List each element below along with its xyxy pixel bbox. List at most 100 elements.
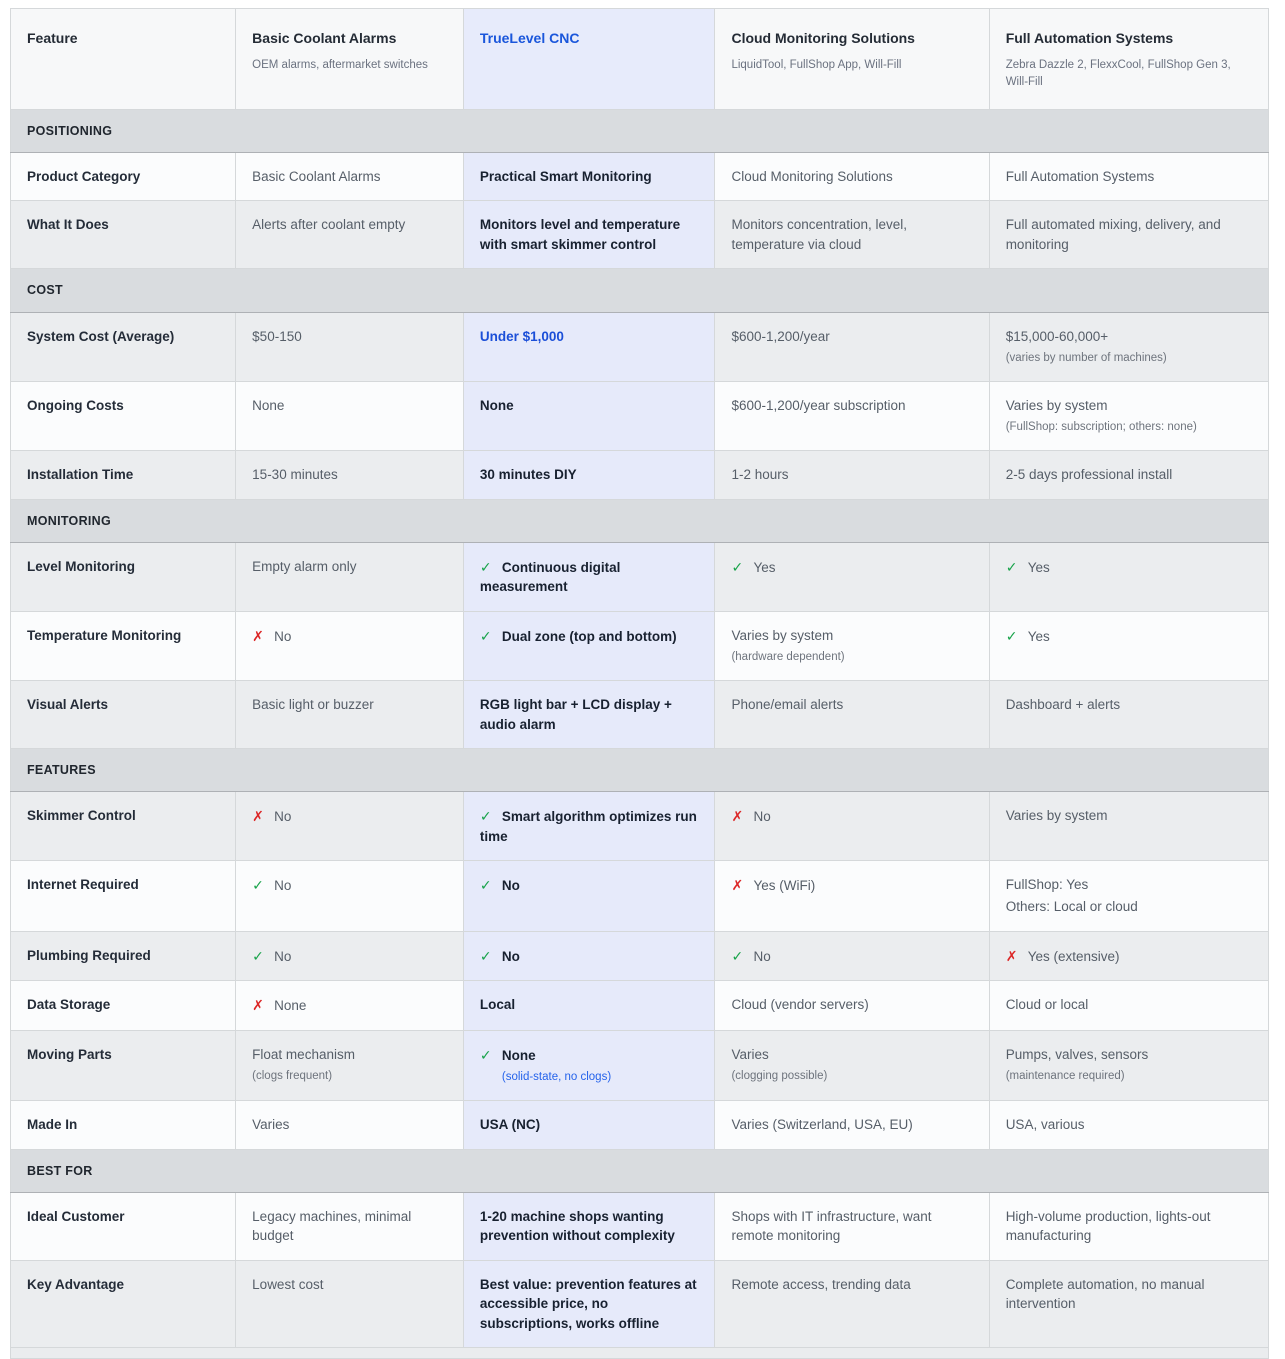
data-cell: ✓ No (235, 930, 464, 982)
feature-label: Made In (27, 1116, 78, 1132)
feature-label: Ideal Customer (27, 1208, 125, 1224)
data-cell: Best value: prevention features at acces… (462, 1259, 716, 1349)
cell-text: Pumps, valves, sensors (1005, 1046, 1149, 1062)
column-title: Feature (27, 30, 78, 46)
cell-text: Dual zone (top and bottom) (501, 628, 677, 644)
cell-text: Varies by system (731, 627, 834, 643)
table-body: POSITIONING Product Category Basic Coolant… (9, 108, 1270, 1359)
cross-icon: ✗ (1005, 947, 1018, 964)
table-row-level-monitoring: Level Monitoring Empty alarm only ✓ Continu… (9, 541, 1270, 612)
data-cell: ✓ None (solid-state, no clogs) (462, 1029, 716, 1101)
data-cell: ✗ No (714, 791, 990, 862)
cross-icon: ✗ (731, 877, 744, 894)
cell-text: No (274, 948, 292, 964)
feature-cell: Moving Parts (9, 1029, 237, 1101)
check-icon: ✓ (479, 1046, 492, 1063)
cell-text: None (479, 397, 514, 413)
data-cell: None (462, 380, 716, 452)
cell-text: 1-2 hours (731, 467, 789, 483)
cell-text: Under $1,000 (479, 328, 564, 344)
column-title: Cloud Monitoring Solutions (731, 30, 915, 46)
feature-label: What It Does (27, 217, 109, 233)
data-cell: ✓ Yes (988, 541, 1270, 612)
feature-label: Data Storage (27, 997, 111, 1013)
data-cell: USA (NC) (462, 1099, 716, 1150)
cell-text: $50-150 (252, 328, 302, 344)
cell-text: Lowest cost (252, 1276, 324, 1292)
data-cell: High-volume production, lights-out manuf… (988, 1191, 1270, 1261)
cell-text: Varies (731, 1046, 769, 1062)
check-icon: ✓ (479, 627, 492, 644)
cell-text: Remote access, trending data (731, 1276, 911, 1292)
check-icon: ✓ (252, 947, 264, 964)
cell-text: Continuous digital measurement (479, 559, 621, 595)
cell-text: Monitors level and temperature with smar… (479, 217, 681, 252)
table-row-data-storage: Data Storage ✗ None Local Cloud (vendor serv… (9, 980, 1270, 1031)
cell-text: No (753, 809, 771, 825)
data-cell: Varies by system (988, 791, 1270, 862)
cell-text: USA (NC) (479, 1116, 541, 1132)
feature-cell: Made In (9, 1099, 237, 1150)
check-icon: ✓ (1005, 627, 1018, 644)
feature-label: Ongoing Costs (27, 397, 124, 413)
feature-cell: Internet Required (9, 860, 237, 932)
data-cell: ✗ No (235, 791, 464, 862)
feature-label: Visual Alerts (27, 697, 109, 713)
cell-text: Cloud or local (1005, 997, 1089, 1013)
data-cell: ✗ None (235, 980, 464, 1031)
section-header-row-positioning: POSITIONING (10, 108, 1269, 153)
cell-text: $15,000-60,000+ (1005, 328, 1109, 344)
data-cell: ✗ Yes (WiFi) (714, 860, 990, 932)
data-cell: $15,000-60,000+ (varies by number of mach… (988, 311, 1270, 382)
cross-icon: ✗ (731, 808, 744, 825)
data-cell: 2-5 days professional install (988, 450, 1270, 500)
data-cell: ✓ No (714, 930, 990, 982)
cell-text: Empty alarm only (252, 558, 357, 574)
feature-label: Internet Required (27, 877, 139, 893)
cell-text: Best value: prevention features at acces… (479, 1276, 697, 1331)
section-header-row-best-for: BEST FOR (10, 1148, 1269, 1193)
check-icon: ✓ (479, 877, 492, 894)
feature-label: Moving Parts (27, 1046, 112, 1062)
cell-text: $600-1,200/year subscription (731, 397, 906, 413)
feature-cell: Product Category (9, 151, 237, 202)
data-cell: Basic light or buzzer (235, 680, 464, 750)
cell-text: No (753, 948, 771, 964)
feature-label: System Cost (Average) (27, 328, 175, 344)
cell-text: Shops with IT infrastructure, want remot… (731, 1208, 932, 1244)
data-cell: ✓ Yes (988, 610, 1270, 682)
cell-subtext: (clogs frequent) (252, 1070, 333, 1083)
section-title: COST (10, 268, 1269, 313)
column-title: Basic Coolant Alarms (252, 30, 397, 46)
data-cell: Full Automation Systems (988, 151, 1270, 202)
data-cell: Varies by system (hardware dependent) (714, 610, 990, 682)
data-cell: Monitors concentration, level, temperatu… (714, 200, 990, 270)
section-header-row-cost: COST (10, 268, 1269, 313)
cell-text: $600-1,200/year (731, 328, 830, 344)
feature-cell: Temperature Monitoring (9, 610, 237, 682)
cell-text: Varies (252, 1116, 290, 1132)
cell-text: Cloud (vendor servers) (731, 997, 869, 1013)
data-cell: Monitors level and temperature with smar… (462, 200, 716, 270)
data-cell: USA, various (988, 1099, 1270, 1150)
data-cell: None (235, 380, 464, 452)
data-cell: Cloud (vendor servers) (714, 980, 990, 1031)
cell-text: 2-5 days professional install (1005, 467, 1173, 483)
data-cell: Full automated mixing, delivery, and mon… (988, 200, 1270, 270)
cell-text: Varies by system (1005, 397, 1108, 413)
data-cell: Complete automation, no manual intervent… (988, 1259, 1270, 1349)
column-header-basic-coolant-alarms: Basic Coolant Alarms OEM alarms, aftermar… (235, 8, 464, 110)
column-header-cloud-monitoring-solutions: Cloud Monitoring Solutions LiquidTool, Fu… (714, 8, 990, 110)
cell-text: No (274, 878, 292, 894)
table-row-product-category: Product Category Basic Coolant Alarms Prac… (9, 151, 1270, 202)
feature-cell: Skimmer Control (9, 791, 237, 862)
cell-text: Full Automation Systems (1005, 168, 1155, 184)
cell-subtext: (FullShop: subscription; others: none) (1005, 421, 1197, 434)
cell-text: Varies (Switzerland, USA, EU) (731, 1116, 913, 1132)
cell-text: Yes (extensive) (1027, 948, 1120, 964)
cell-text: Basic light or buzzer (252, 697, 374, 713)
feature-cell: Data Storage (9, 980, 237, 1031)
cell-text: None (274, 998, 307, 1014)
data-cell: 1-20 machine shops wanting prevention wi… (462, 1191, 716, 1261)
cell-text: Phone/email alerts (731, 697, 844, 713)
